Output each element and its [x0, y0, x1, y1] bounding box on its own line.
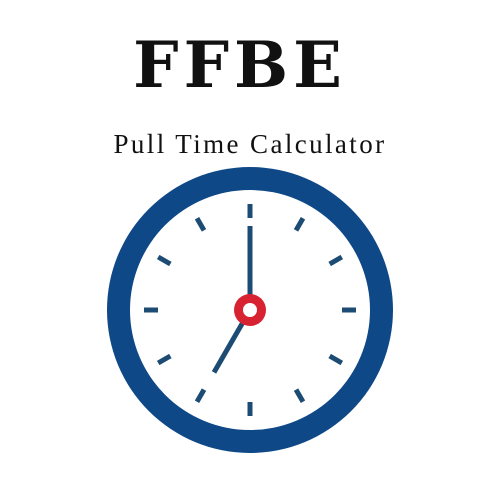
app-subtitle: Pull Time Calculator: [113, 129, 387, 159]
hour-marker: [328, 254, 344, 267]
hour-marker: [194, 388, 207, 404]
clock-svg: [107, 167, 393, 453]
hour-marker: [293, 216, 306, 232]
hour-markers: [144, 204, 356, 416]
app-title: FFBE: [133, 28, 347, 103]
clock-icon: [100, 160, 400, 460]
hour-marker: [156, 353, 172, 366]
hour-marker: [293, 388, 306, 404]
clock-center-hole: [243, 303, 257, 317]
hour-marker: [194, 216, 207, 232]
hour-marker: [328, 353, 344, 366]
hour-marker: [156, 254, 172, 267]
